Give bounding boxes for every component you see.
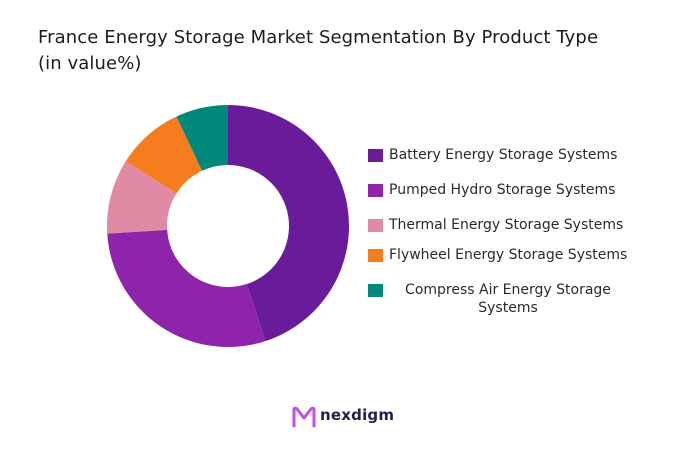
legend-label-flywheel: Flywheel Energy Storage Systems [389, 247, 628, 263]
legend-item-compressed-air: Compress Air Energy Storage Systems [368, 281, 668, 316]
nexdigm-logo-icon [292, 406, 316, 428]
legend-swatch-battery [368, 149, 383, 162]
legend-swatch-compressed-air [368, 284, 383, 297]
donut-slice-thermal [107, 161, 177, 234]
legend-item-pumped-hydro: Pumped Hydro Storage Systems [368, 181, 668, 201]
legend-swatch-thermal [368, 219, 383, 232]
legend-swatch-flywheel [368, 249, 383, 262]
brand-logo: nexdigm [292, 404, 412, 430]
legend-item-battery: Battery Energy Storage Systems [368, 146, 668, 166]
legend-label-pumped-hydro: Pumped Hydro Storage Systems [389, 182, 616, 198]
chart-title-line2: (in value%) [38, 53, 142, 74]
legend-item-thermal: Thermal Energy Storage Systems [368, 216, 668, 236]
donut-slice-pumped-hydro [107, 229, 266, 347]
brand-name: nexdigm [320, 406, 395, 424]
donut-chart [107, 105, 349, 347]
legend-label-thermal: Thermal Energy Storage Systems [389, 217, 624, 233]
donut-slice-compressed-air [176, 105, 228, 171]
chart-title-line1: France Energy Storage Market Segmentatio… [38, 27, 599, 48]
legend-label-battery: Battery Energy Storage Systems [389, 147, 618, 163]
donut-slice-battery [228, 105, 349, 342]
legend-label-compressed-air: Compress Air Energy Storage Systems [405, 282, 611, 316]
donut-slice-flywheel [125, 116, 203, 194]
legend-swatch-pumped-hydro [368, 184, 383, 197]
chart-title: France Energy Storage Market Segmentatio… [38, 25, 658, 77]
legend-item-flywheel: Flywheel Energy Storage Systems [368, 246, 668, 266]
